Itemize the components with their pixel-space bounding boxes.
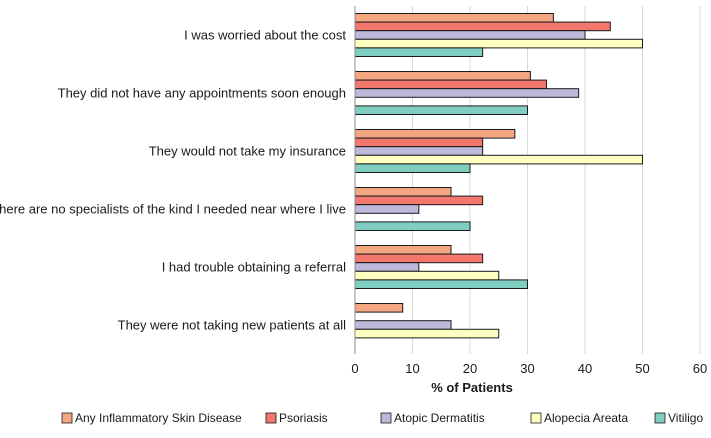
bar-vitiligo	[354, 105, 528, 116]
legend-label: Alopecia Areata	[544, 411, 628, 425]
legend-label: Psoriasis	[279, 411, 328, 425]
category-label: I had trouble obtaining a referral	[162, 260, 346, 275]
bar-atopic-dermatitis	[354, 320, 452, 330]
bar-alopecia-areata	[354, 154, 643, 165]
legend-label: Atopic Dermatitis	[394, 411, 485, 425]
bars	[354, 13, 643, 339]
legend: Any Inflammatory Skin Disease Psoriasis At…	[61, 411, 703, 425]
bar-vitiligo	[354, 221, 471, 231]
bar-atopic-dermatitis	[354, 88, 580, 98]
legend-swatch	[530, 412, 542, 424]
bar-any-inflammatory-skin-disease	[354, 13, 554, 23]
bar-psoriasis	[354, 21, 611, 32]
bar-alopecia-areata	[354, 328, 500, 339]
gridlines	[412, 6, 701, 354]
category-labels: I was worried about the cost They did not…	[0, 28, 346, 333]
bar-any-inflammatory-skin-disease	[354, 245, 452, 255]
x-tick-label: 10	[405, 361, 419, 376]
category-label: They would not take my insurance	[149, 144, 346, 159]
bar-any-inflammatory-skin-disease	[354, 129, 516, 139]
x-tick-label: 40	[578, 361, 592, 376]
legend-label: Vitiligo	[668, 411, 703, 425]
bar-any-inflammatory-skin-disease	[354, 187, 452, 197]
category-label: They were not taking new patients at all	[118, 318, 346, 333]
x-tick-label: 60	[693, 361, 707, 376]
bar-any-inflammatory-skin-disease	[354, 71, 531, 81]
bar-alopecia-areata	[354, 38, 643, 49]
legend-swatch	[380, 412, 392, 424]
x-axis-title: % of Patients	[431, 380, 513, 395]
bar-psoriasis	[354, 195, 484, 206]
category-label: There are no specialists of the kind I n…	[0, 202, 346, 217]
category-label: They did not have any appointments soon …	[58, 86, 346, 101]
bar-psoriasis	[354, 137, 484, 148]
legend-swatch	[654, 412, 666, 424]
legend-label: Any Inflammatory Skin Disease	[75, 411, 242, 425]
legend-swatch	[265, 412, 277, 424]
bar-atopic-dermatitis	[354, 262, 420, 272]
x-tick-label: 30	[520, 361, 534, 376]
x-tick-label: 50	[635, 361, 649, 376]
x-tick-label: 0	[351, 361, 358, 376]
bar-vitiligo	[354, 47, 484, 58]
x-tick-label: 20	[463, 361, 477, 376]
bar-atopic-dermatitis	[354, 146, 484, 156]
bar-atopic-dermatitis	[354, 30, 586, 40]
bar-vitiligo	[354, 279, 528, 289]
category-label: I was worried about the cost	[184, 28, 346, 43]
bar-alopecia-areata	[354, 270, 500, 281]
bar-vitiligo	[354, 163, 471, 173]
bar-psoriasis	[354, 79, 547, 90]
bar-psoriasis	[354, 253, 484, 264]
tick-labels: 0 10 20 30 40 50 60	[351, 361, 707, 376]
bar-any-inflammatory-skin-disease	[354, 303, 404, 313]
bar-atopic-dermatitis	[354, 204, 420, 214]
legend-swatch	[61, 412, 73, 424]
